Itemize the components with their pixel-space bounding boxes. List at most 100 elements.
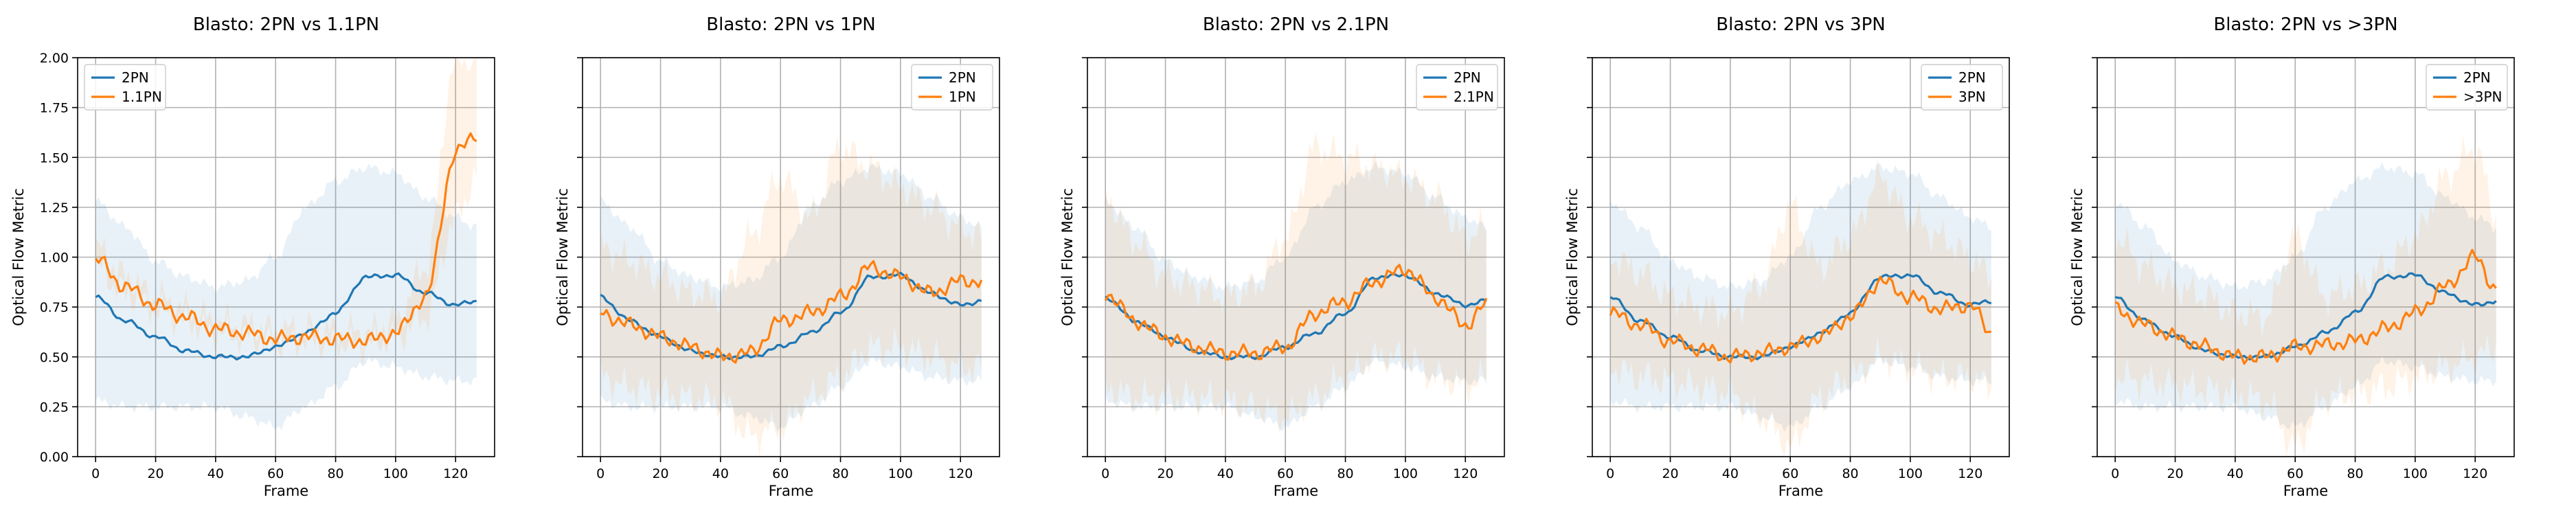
subplot-5: Blasto: 2PN vs >3PN 0 20 40 60 80 100 120 Frame O… — [2069, 14, 2515, 499]
legend: 2PN 1.1PN — [84, 64, 166, 111]
x-axis-label: Frame — [1274, 483, 1318, 499]
y-tick-label: 1.25 — [40, 201, 69, 216]
x-tick-label: 120 — [1453, 466, 1478, 481]
x-tick-label: 20 — [652, 466, 668, 481]
x-tick-label: 100 — [2403, 466, 2428, 481]
band-series-b — [2115, 136, 2496, 457]
x-axis-label: Frame — [2283, 483, 2328, 499]
y-tick-label: 1.00 — [40, 251, 69, 266]
x-tick-label: 0 — [1606, 466, 1614, 481]
x-tick-label: 20 — [2167, 466, 2183, 481]
legend-label: 2PN — [949, 69, 976, 86]
x-tick-label: 80 — [1842, 466, 1858, 481]
x-tick-label: 0 — [2111, 466, 2119, 481]
line-series-b — [2114, 249, 2498, 365]
x-tick-label: 60 — [772, 466, 789, 481]
legend-label: 2PN — [2463, 69, 2491, 86]
line-series-a — [95, 272, 477, 361]
legend: 2PN >3PN — [2426, 64, 2508, 111]
x-tick-label: 60 — [267, 466, 284, 481]
subplot-4: Blasto: 2PN vs 3PN 0 20 40 60 80 100 120 Frame Op… — [1564, 14, 2010, 499]
legend-box — [1921, 64, 2003, 111]
band-series-b — [600, 135, 982, 457]
subplot-2: Blasto: 2PN vs 1PN 0 20 40 60 80 100 120 Frame Op… — [554, 14, 1000, 499]
y-tick-label: 0.00 — [40, 450, 69, 465]
legend-label: >3PN — [2463, 89, 2502, 105]
band-series-a — [2115, 162, 2496, 430]
x-tick-label: 100 — [383, 466, 408, 481]
x-axis-label: Frame — [1778, 483, 1823, 499]
y-axis-label: Optical Flow Metric — [1059, 188, 1076, 326]
legend-label: 2.1PN — [1454, 89, 1494, 105]
line-series-a — [600, 271, 982, 360]
x-tick-label: 80 — [832, 466, 848, 481]
line-series-b — [1104, 264, 1488, 361]
legend-label: 2PN — [122, 69, 149, 86]
subplot-3: Blasto: 2PN vs 2.1PN 0 20 40 60 80 100 120 Frame… — [1059, 14, 1505, 499]
y-tick-label: 0.25 — [40, 400, 69, 415]
x-tick-label: 60 — [1277, 466, 1293, 481]
line-series-a — [1609, 273, 1992, 360]
band-series-a — [95, 163, 477, 431]
x-axis-label: Frame — [769, 483, 813, 499]
band-series-a — [600, 164, 982, 432]
x-tick-label: 20 — [1157, 466, 1173, 481]
band-series-b — [1610, 157, 1991, 457]
legend-box — [84, 64, 166, 111]
plot-area — [600, 135, 983, 457]
x-tick-label: 40 — [1722, 466, 1739, 481]
plot-area — [1104, 132, 1488, 435]
x-tick-label: 20 — [147, 466, 163, 481]
legend-label: 3PN — [1958, 89, 1986, 105]
chart-title: Blasto: 2PN vs 1.1PN — [193, 14, 379, 35]
subplot-1: Blasto: 2PN vs 1.1PN 0 20 40 60 80 100 120 0.00 0… — [10, 14, 495, 499]
legend-label: 1PN — [949, 89, 976, 105]
y-tick-label: 0.75 — [40, 300, 69, 315]
band-series-b — [1105, 132, 1487, 435]
x-tick-label: 60 — [2287, 466, 2303, 481]
plot-area — [1609, 157, 1992, 457]
y-axis-label: Optical Flow Metric — [554, 188, 571, 326]
x-tick-label: 20 — [1662, 466, 1678, 481]
x-tick-label: 60 — [1782, 466, 1798, 481]
band-series-a — [1610, 163, 1991, 433]
y-tick-label: 0.50 — [40, 350, 69, 365]
y-tick-label: 2.00 — [40, 51, 69, 66]
x-tick-label: 120 — [443, 466, 468, 481]
x-tick-label: 120 — [2463, 466, 2487, 481]
x-tick-label: 80 — [327, 466, 343, 481]
x-tick-label: 120 — [948, 466, 973, 481]
y-axis-label: Optical Flow Metric — [2069, 188, 2086, 326]
x-tick-label: 40 — [1217, 466, 1234, 481]
legend-label: 2PN — [1454, 69, 1481, 86]
x-tick-label: 80 — [1337, 466, 1353, 481]
legend-label: 2PN — [1958, 69, 1986, 86]
legend-box — [1416, 64, 1498, 111]
line-series-b — [1609, 275, 1991, 364]
legend: 2PN 2.1PN — [1416, 64, 1498, 111]
x-tick-label: 40 — [712, 466, 729, 481]
chart-title: Blasto: 2PN vs >3PN — [2213, 14, 2397, 35]
chart-title: Blasto: 2PN vs 1PN — [706, 14, 875, 35]
plot-area — [94, 58, 477, 431]
chart-title: Blasto: 2PN vs 2.1PN — [1203, 14, 1389, 35]
chart-title: Blasto: 2PN vs 3PN — [1716, 14, 1885, 35]
x-tick-label: 0 — [91, 466, 100, 481]
y-tick-label: 1.75 — [40, 101, 69, 116]
y-axis-label: Optical Flow Metric — [1564, 188, 1581, 326]
x-tick-label: 100 — [888, 466, 913, 481]
y-tick-label: 1.50 — [40, 150, 69, 165]
x-tick-label: 100 — [1898, 466, 1923, 481]
x-tick-label: 0 — [596, 466, 605, 481]
y-axis-label: Optical Flow Metric — [10, 188, 27, 326]
x-tick-label: 80 — [2347, 466, 2363, 481]
x-tick-label: 100 — [1393, 466, 1418, 481]
legend-box — [2426, 64, 2508, 111]
line-series-b — [94, 132, 477, 349]
legend-label: 1.1PN — [122, 89, 162, 105]
band-series-a — [1105, 161, 1487, 432]
plot-area — [2114, 136, 2498, 457]
